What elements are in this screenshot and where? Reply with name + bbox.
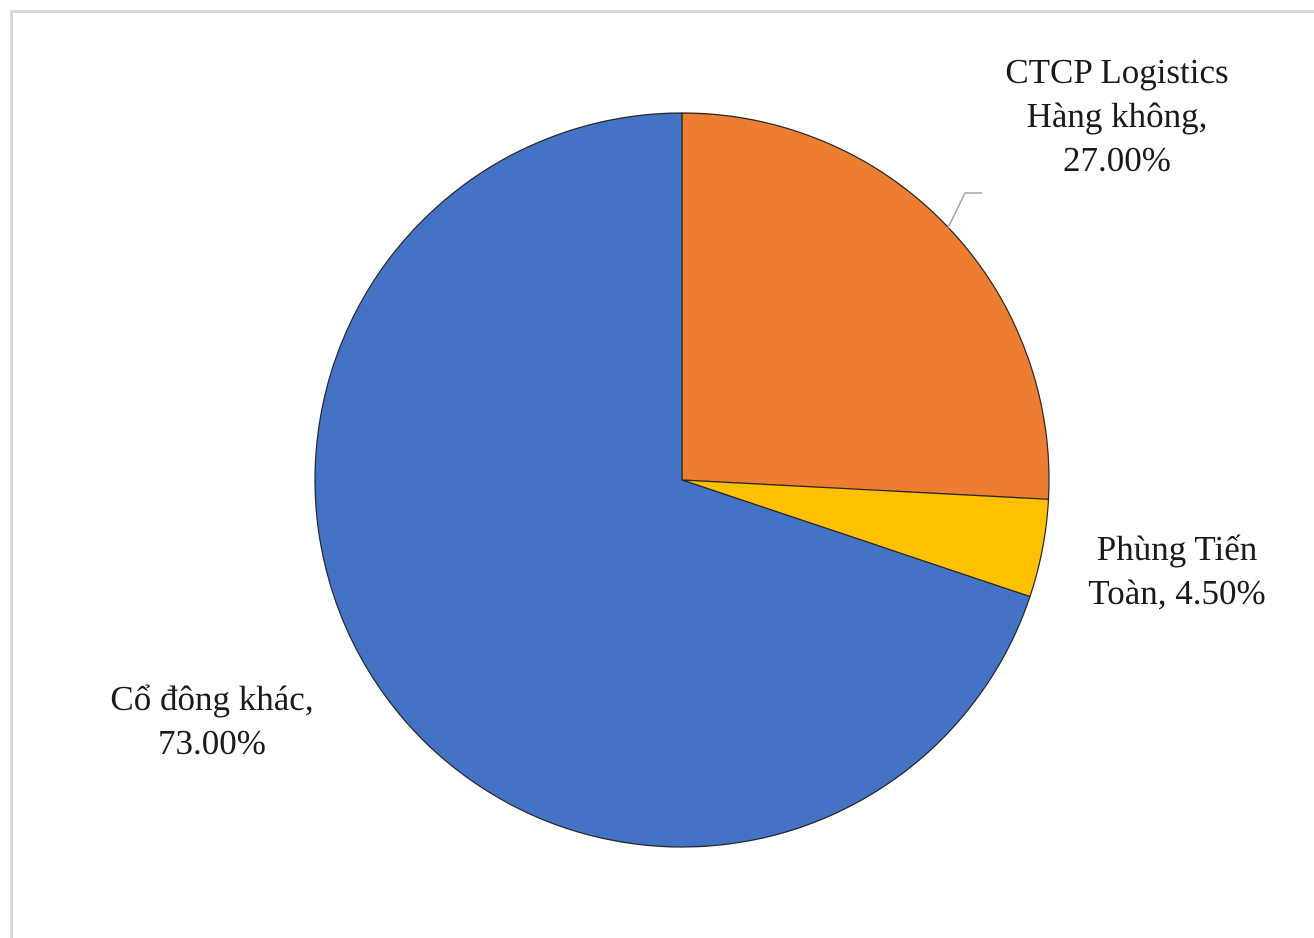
- pie-slice-3: [314, 112, 1031, 848]
- data-label-line: Hàng không,: [1027, 96, 1208, 135]
- data-label-line: CTCP Logistics: [1005, 52, 1228, 91]
- data-label-line: Cổ đông khác,: [110, 679, 313, 718]
- data-label-line: Toàn, 4.50%: [1088, 573, 1265, 612]
- data-label-line: 27.00%: [1063, 140, 1171, 179]
- pie-slice-1: [681, 112, 1050, 500]
- data-label-1: CTCP Logistics Hàng không, 27.00%: [1005, 52, 1228, 179]
- data-label-2: Phùng Tiến Toàn, 4.50%: [1088, 529, 1265, 612]
- data-label-line: Phùng Tiến: [1097, 529, 1258, 568]
- data-label-line: 73.00%: [158, 723, 266, 762]
- data-label-3: Cổ đông khác, 73.00%: [110, 679, 313, 762]
- label-leader-line: [947, 192, 982, 229]
